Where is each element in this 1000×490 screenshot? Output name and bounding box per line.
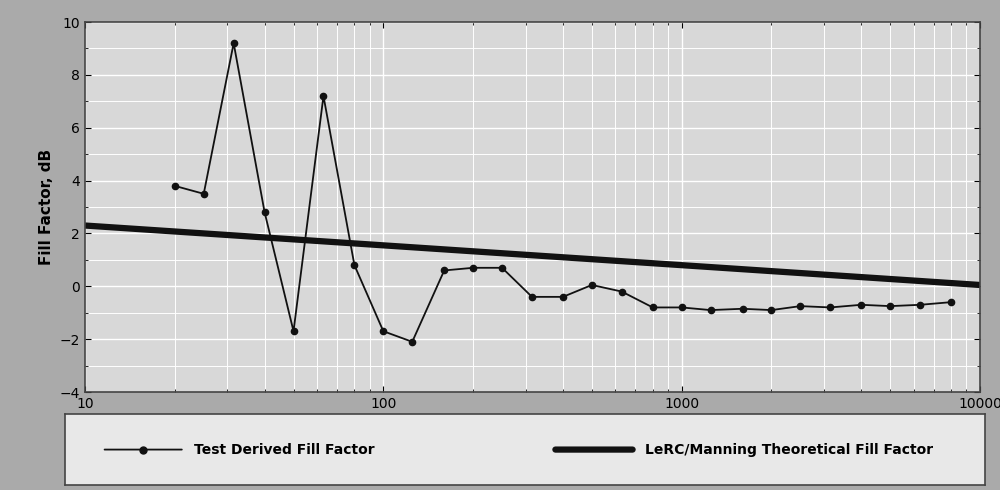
Y-axis label: Fill Factor, dB: Fill Factor, dB — [39, 149, 54, 265]
Text: Test Derived Fill Factor: Test Derived Fill Factor — [194, 442, 374, 457]
Text: LeRC/Manning Theoretical Fill Factor: LeRC/Manning Theoretical Fill Factor — [645, 442, 933, 457]
X-axis label: Frequency, Hz: Frequency, Hz — [472, 416, 593, 431]
